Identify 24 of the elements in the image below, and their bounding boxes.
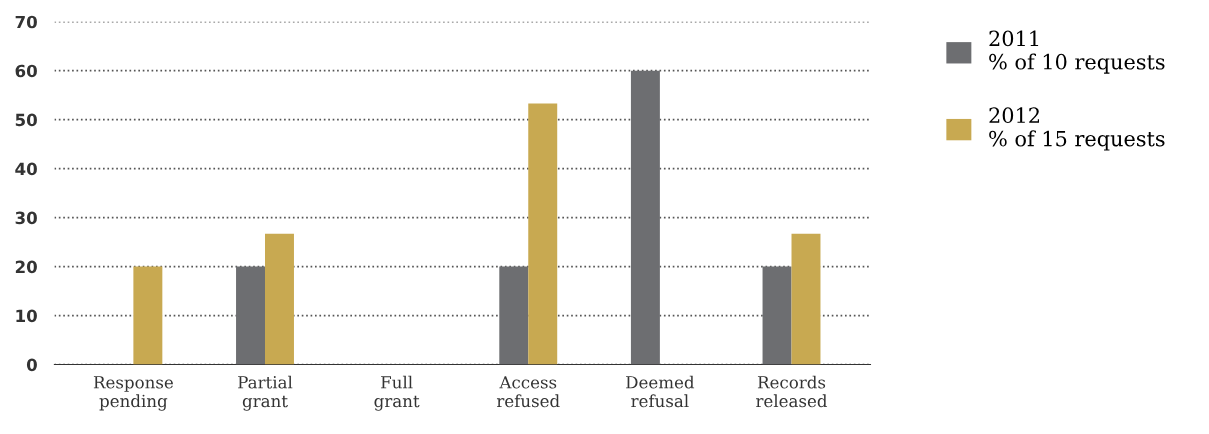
y-tick-label: 50 bbox=[15, 113, 37, 127]
y-tick-label: 20 bbox=[15, 260, 37, 274]
bar bbox=[791, 233, 821, 365]
legend-label: 2011 % of 10 requests bbox=[989, 30, 1165, 74]
bar bbox=[762, 266, 792, 365]
legend-label: 2012 % of 15 requests bbox=[989, 107, 1165, 151]
y-tick-label: 10 bbox=[16, 309, 37, 323]
y-tick-label: 40 bbox=[15, 162, 37, 176]
y-tick-label: 30 bbox=[15, 211, 37, 225]
x-tick-label: Full grant bbox=[374, 375, 420, 411]
x-tick-label: Records released bbox=[756, 375, 828, 408]
y-tick-label: 0 bbox=[26, 358, 37, 372]
x-tick-label: Deemed refusal bbox=[626, 375, 695, 408]
x-tick-label: Response pending bbox=[93, 376, 173, 411]
x-tick-label: Access refused bbox=[496, 376, 560, 408]
bar bbox=[630, 70, 660, 365]
bar bbox=[133, 266, 163, 365]
bar bbox=[236, 266, 266, 365]
bar bbox=[265, 233, 294, 365]
y-tick-label: 60 bbox=[15, 64, 37, 78]
y-tick-label: 70 bbox=[15, 15, 37, 29]
bar bbox=[528, 103, 558, 365]
bar bbox=[499, 266, 529, 365]
x-tick-label: Partial grant bbox=[238, 375, 293, 411]
